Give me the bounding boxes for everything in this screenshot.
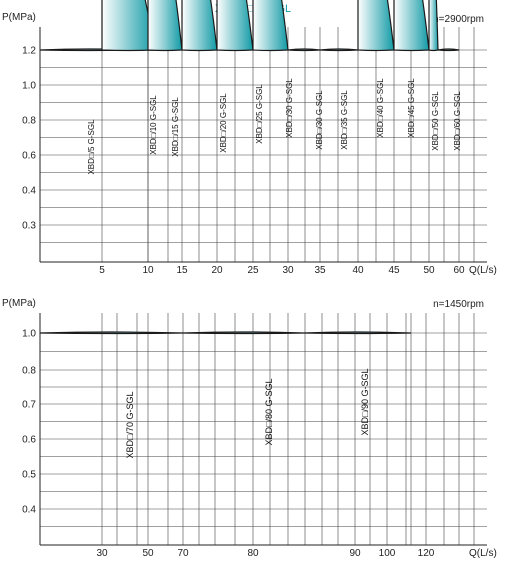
y-tick-label: 1.0: [22, 329, 36, 340]
x-tick-label: 90: [349, 548, 361, 559]
series-label: XBD□/35 G-SGL: [340, 90, 349, 150]
x-tick-label: 50: [142, 548, 154, 559]
x-axis-label: Q(L/s): [469, 548, 497, 559]
series-label: XBD□/40 G-SGL: [376, 78, 385, 138]
x-tick-label: 20: [211, 265, 223, 276]
series-label: XBD□/5 G-SGL: [87, 119, 96, 175]
pump-region: [181, 0, 218, 52]
x-tick-label: 70: [177, 548, 189, 559]
x-tick-label: 100: [379, 548, 396, 559]
y-tick-label: 0.8: [22, 116, 36, 127]
pump-region: [216, 0, 254, 52]
grid: [40, 27, 487, 262]
series-label: XBD□/45 G-SGL: [407, 78, 416, 138]
x-tick-label: 45: [388, 265, 400, 276]
pump-region: [393, 0, 430, 52]
y-tick-label: 0.8: [22, 366, 36, 377]
y-tick-label: 0.4: [22, 186, 36, 197]
x-tick-label: 50: [423, 265, 435, 276]
y-tick-label: 0.5: [22, 470, 36, 481]
series-label: XBD□/30 G-SGL: [285, 78, 294, 138]
pump-region: [437, 48, 460, 52]
pump-region: [252, 0, 289, 52]
series-label: XBD□/50 G-SGL: [431, 91, 440, 151]
y-tick-label: 0.4: [22, 505, 36, 516]
series-label: XBD□/25 G-SGL: [255, 84, 264, 144]
x-tick-label: 25: [247, 265, 259, 276]
pump-region: [182, 331, 305, 335]
x-tick-label: 5: [99, 265, 105, 276]
bottom-panel: n=1450rpm P(MPa) Q(L/s) 1.0 0.8 0.7 0.6 0.5 0.4 3…: [2, 298, 497, 559]
x-tick-label: 30: [282, 265, 294, 276]
series-label: XBD□/90 G-SGL: [360, 369, 370, 436]
pump-region: [147, 0, 183, 52]
top-panel: XBD□/□ G-SGLn=2900rpmP(MPa)Q(L/s)1.21.00…: [2, 0, 497, 276]
pump-region: [39, 331, 184, 335]
pump-region: [101, 0, 156, 52]
y-tick-label: 0.6: [22, 435, 36, 446]
x-tick-label: 30: [96, 548, 108, 559]
series-label: XBD□/20 G-SGL: [219, 93, 228, 153]
x-tick-label: 120: [418, 548, 435, 559]
speed-label: n=1450rpm: [433, 299, 484, 310]
series-label: XBD□/70 G-SGL: [125, 392, 135, 459]
y-tick-label: 1.2: [22, 46, 36, 57]
pump-region: [319, 48, 359, 52]
x-tick-label: 10: [142, 265, 154, 276]
pump-region: [428, 0, 439, 52]
pump-region: [287, 48, 321, 52]
x-tick-label: 80: [247, 548, 259, 559]
y-axis-label: P(MPa): [2, 298, 36, 309]
y-tick-label: 0.3: [22, 221, 36, 232]
series-label: XBD□/15 G-SGL: [171, 97, 180, 157]
x-tick-label: 35: [314, 265, 326, 276]
y-tick-label: 0.7: [22, 400, 36, 411]
x-tick-label: 60: [453, 265, 465, 276]
pump-region: [303, 331, 412, 335]
x-tick-label: 40: [352, 265, 364, 276]
series-label: XBD□/80 G-SGL: [264, 379, 274, 446]
series-label: XBD□/60 G-SGL: [453, 91, 462, 151]
series-label: XBD□/30 G-SGL: [315, 90, 324, 150]
series-label: XBD□/10 G-SGL: [149, 95, 158, 155]
speed-label: n=2900rpm: [433, 14, 484, 25]
x-axis-label: Q(L/s): [469, 265, 497, 276]
y-tick-label: 0.6: [22, 151, 36, 162]
y-tick-label: 1.0: [22, 81, 36, 92]
x-tick-label: 15: [176, 265, 188, 276]
pump-region: [357, 0, 395, 52]
y-axis-label: P(MPa): [2, 12, 36, 23]
